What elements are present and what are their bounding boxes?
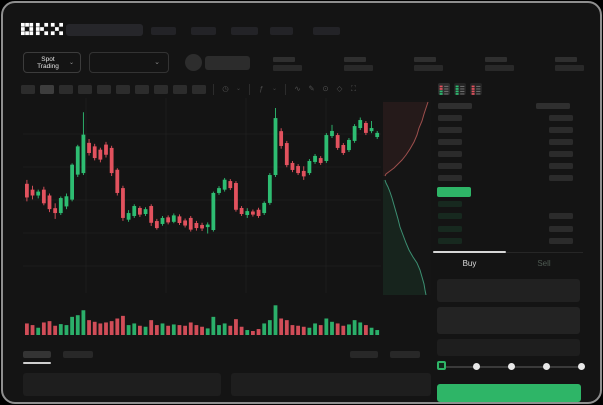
order-book-bar xyxy=(549,115,573,121)
bottom-tab-underline xyxy=(23,362,51,364)
book-buys-icon[interactable] xyxy=(454,83,466,95)
price-field[interactable] xyxy=(437,279,580,302)
toolbar-divider xyxy=(285,83,286,95)
slider-handle[interactable] xyxy=(437,361,446,370)
order-book-bar xyxy=(549,139,573,145)
ticker-stat xyxy=(343,56,374,72)
order-book-bar xyxy=(438,213,462,220)
order-book-bar xyxy=(438,201,462,207)
toolbar-tab[interactable] xyxy=(135,84,149,94)
ticker-stat xyxy=(484,56,515,72)
buy-submit-button[interactable] xyxy=(437,384,581,402)
interval-icon[interactable]: ◷ xyxy=(222,84,229,93)
order-book-bar xyxy=(438,225,462,232)
bottom-action[interactable] xyxy=(390,351,420,358)
token-avatar xyxy=(185,54,202,71)
search-bar[interactable] xyxy=(66,24,143,36)
ticker-stat xyxy=(414,56,444,72)
order-book-bar xyxy=(438,163,462,169)
slider-stop[interactable] xyxy=(508,363,515,370)
bottom-panel-left xyxy=(23,373,221,396)
toolbar-divider xyxy=(249,83,250,95)
trade-tabs-divider xyxy=(433,252,583,253)
last-price-highlight[interactable] xyxy=(437,187,471,197)
chart-toolbar: ◷ ⌄ ƒ ⌄ ∿ ✎ ⊙ ◇ ⛶ xyxy=(21,83,358,95)
order-book-bar xyxy=(438,175,462,181)
toolbar-tab[interactable] xyxy=(78,84,92,94)
fullscreen-icon[interactable]: ⛶ xyxy=(350,84,357,93)
order-book-bar xyxy=(549,163,573,169)
nav-item-placeholder[interactable] xyxy=(191,27,216,35)
buy-tab-indicator xyxy=(433,251,506,253)
candlestick-chart[interactable] xyxy=(23,98,381,335)
camera-icon[interactable]: ⊙ xyxy=(322,84,329,93)
slider-stop[interactable] xyxy=(473,363,480,370)
total-field[interactable] xyxy=(437,339,580,356)
toolbar-tab[interactable] xyxy=(173,84,187,94)
toolbar-tab[interactable] xyxy=(116,84,130,94)
toolbar-tab[interactable] xyxy=(154,84,168,94)
bottom-panel-right xyxy=(231,373,431,396)
book-sells-icon[interactable] xyxy=(470,83,482,95)
toolbar-tab[interactable] xyxy=(97,84,111,94)
order-book-bar xyxy=(549,213,573,220)
market-selector-label: Spot Trading xyxy=(37,55,59,70)
order-book-bar xyxy=(549,237,573,244)
chevron-down-icon: ⌄ xyxy=(154,59,160,66)
chevron-down-icon[interactable]: ⌄ xyxy=(235,86,242,92)
order-book-bar xyxy=(438,139,462,145)
tab-sell[interactable]: Sell xyxy=(537,259,551,268)
toolbar-tab[interactable] xyxy=(192,84,206,94)
ticker-stat xyxy=(555,56,585,72)
order-book-bar xyxy=(549,175,573,181)
order-book-bar xyxy=(549,127,573,133)
slider-stop[interactable] xyxy=(578,363,585,370)
order-book-bar xyxy=(438,151,462,157)
order-book-bar xyxy=(438,237,462,244)
orderbook-view-toggles xyxy=(438,83,482,95)
nav-item-placeholder[interactable] xyxy=(270,27,293,35)
ticker-stats xyxy=(273,56,585,72)
bottom-tab-active[interactable] xyxy=(23,351,51,358)
depth-chart xyxy=(383,100,431,295)
order-book-bar xyxy=(438,127,462,133)
toolbar-tab[interactable] xyxy=(21,84,35,94)
slider-stop[interactable] xyxy=(543,363,550,370)
bottom-tab[interactable] xyxy=(63,351,93,358)
order-book-bar xyxy=(438,115,462,121)
market-selector[interactable]: Spot Trading ⌄ xyxy=(23,52,81,73)
chevron-down-icon[interactable]: ⌄ xyxy=(271,86,278,92)
book-combined-icon[interactable] xyxy=(438,83,450,95)
toolbar-tab[interactable] xyxy=(40,84,54,94)
order-book-bar xyxy=(438,103,472,109)
toolbar-tab[interactable] xyxy=(59,84,73,94)
indicator-icon[interactable]: ƒ xyxy=(259,84,264,93)
settings-icon[interactable]: ◇ xyxy=(336,84,343,93)
nav-item-placeholder[interactable] xyxy=(231,27,258,35)
tab-buy[interactable]: Buy xyxy=(462,259,477,268)
ticker-stat xyxy=(273,56,303,72)
bottom-action[interactable] xyxy=(350,351,378,358)
wave-icon[interactable]: ∿ xyxy=(294,84,301,93)
chevron-down-icon: ⌄ xyxy=(68,59,74,66)
okx-logo xyxy=(21,22,63,36)
price-pill-placeholder[interactable] xyxy=(205,56,250,70)
nav-item-placeholder[interactable] xyxy=(313,27,340,35)
nav-item-placeholder[interactable] xyxy=(151,27,176,35)
draw-icon[interactable]: ✎ xyxy=(308,84,315,93)
pair-selector[interactable]: ⌄ xyxy=(89,52,169,73)
order-book-bar xyxy=(536,103,570,109)
toolbar-divider xyxy=(213,83,214,95)
order-book-bar xyxy=(549,225,573,232)
amount-field[interactable] xyxy=(437,307,580,334)
order-book-bar xyxy=(549,151,573,157)
